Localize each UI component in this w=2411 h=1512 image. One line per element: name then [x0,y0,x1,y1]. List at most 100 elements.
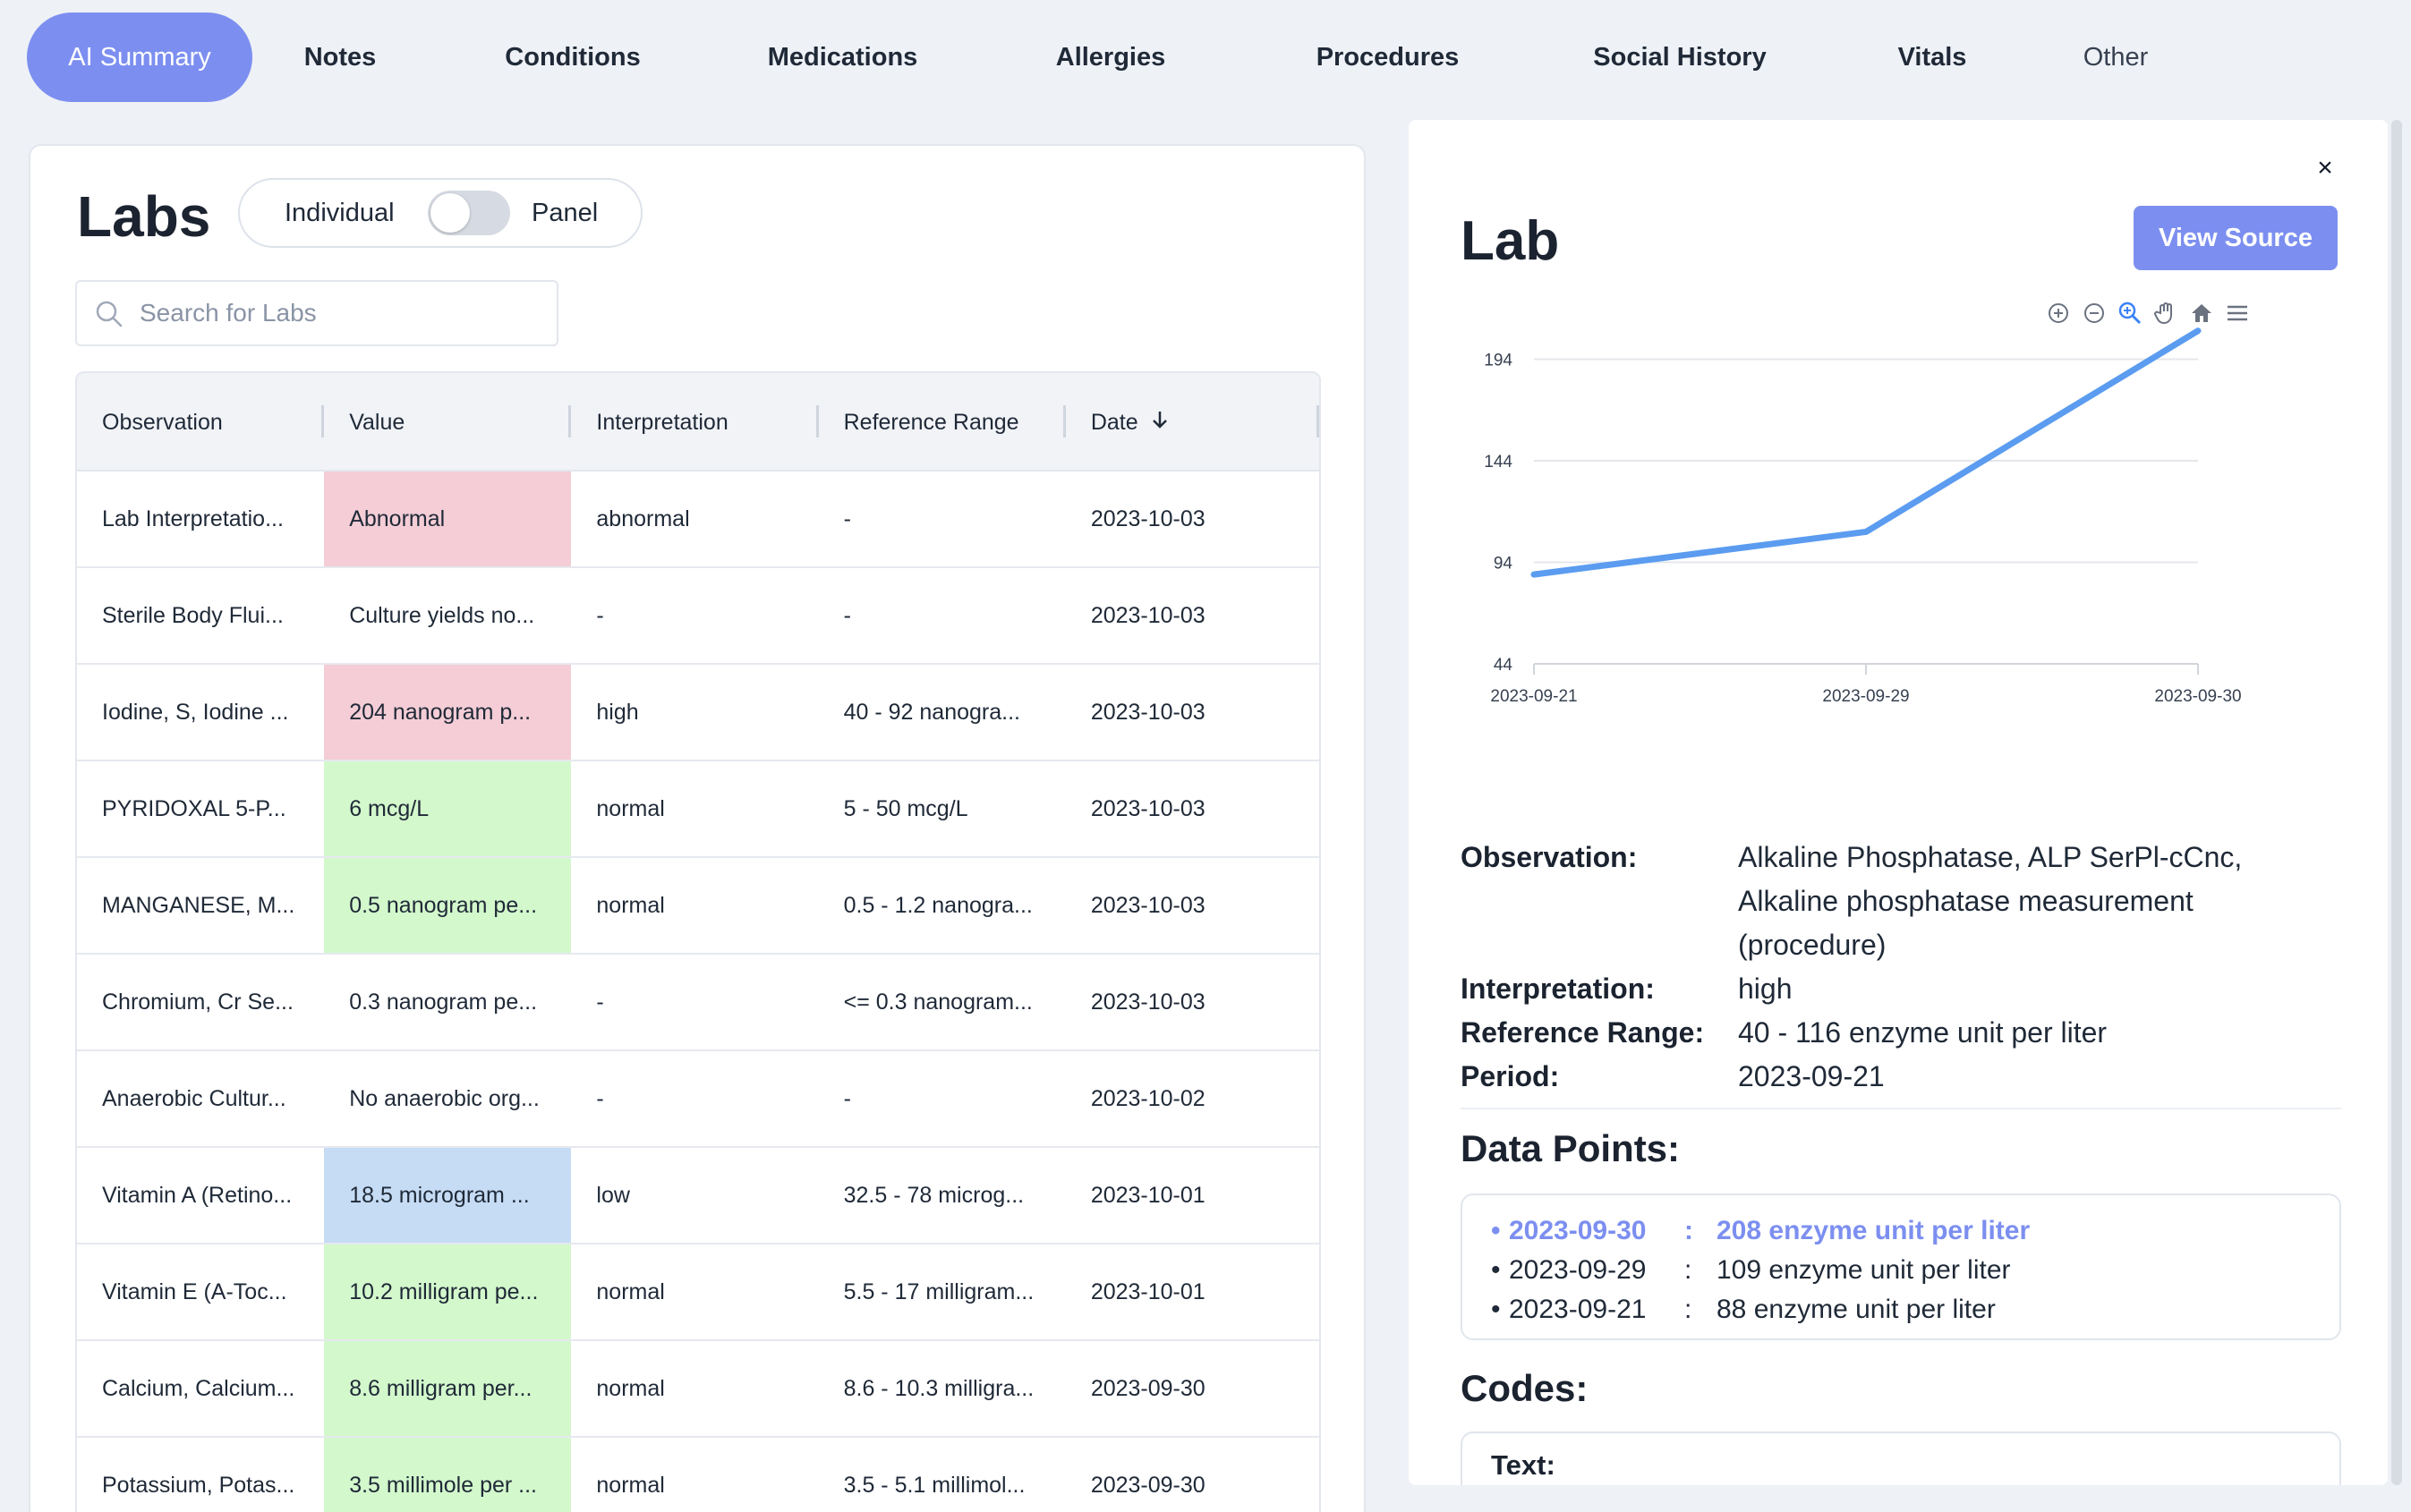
home-reset-icon[interactable] [2187,299,2216,327]
zoom-select-icon[interactable] [2116,299,2144,327]
cell-observation: PYRIDOXAL 5-P... [102,795,286,821]
arrow-down-icon[interactable] [1151,409,1169,437]
menu-icon[interactable] [2223,299,2252,327]
column-resize-handle[interactable] [1316,405,1319,437]
bullet: • [1491,1295,1501,1324]
zoom-in-icon[interactable] [2044,299,2073,327]
chart-toolbar [2044,299,2252,327]
table-row[interactable]: Lab Interpretatio... Abnormal abnormal - 202… [77,471,1319,568]
cell-interpretation: low [596,1182,630,1208]
tab-notes[interactable]: Notes [303,42,377,72]
codes-text-label: Text: [1491,1449,1555,1481]
table-row[interactable]: Calcium, Calcium... 8.6 milligram per... n… [77,1341,1319,1438]
info-value: high [1738,973,1793,1005]
toggle-knob [430,193,470,233]
lab-trend-chart: 44941441942442023-09-212023-09-292023-09… [1484,327,2242,706]
cell-value: 18.5 microgram ... [324,1148,572,1243]
column-header-label: Reference Range [843,409,1019,435]
data-point-separator: : [1684,1295,1692,1324]
cell-reference-range: - [843,602,851,628]
search-box [75,280,558,346]
cell-value: Culture yields no... [349,602,535,628]
info-value: Alkaline Phosphatase, ALP SerPl-cCnc, Al… [1738,841,2243,961]
info-row: Reference Range: 40 - 116 enzyme unit per… [1461,1011,2356,1055]
column-header-reference-range[interactable]: Reference Range [819,373,1066,471]
series-line [1530,327,2202,578]
info-value: 2023-09-21 [1738,1060,1885,1092]
cell-observation: Sterile Body Flui... [102,602,284,628]
search-icon [96,301,123,327]
table-row[interactable]: Anaerobic Cultur... No anaerobic org... - -… [77,1051,1319,1148]
cell-date: 2023-10-03 [1090,602,1206,628]
pan-hand-icon[interactable] [2151,299,2180,327]
close-icon[interactable]: × [2317,153,2333,183]
tab-social-history[interactable]: Social History [1593,42,1767,72]
info-key: Observation: [1461,841,1638,873]
y-tick-label: 144 [1484,453,1512,471]
table-row[interactable]: Chromium, Cr Se... 0.3 nanogram pe... - <= … [77,955,1319,1051]
table-row[interactable]: MANGANESE, M... 0.5 nanogram pe... normal 0… [77,858,1319,955]
top-nav: AI Summary Notes Conditions Medications … [27,13,2205,102]
cell-observation: Vitamin E (A-Toc... [102,1278,287,1304]
data-point-date: 2023-09-29 [1509,1255,1647,1285]
cell-date: 2023-10-01 [1090,1182,1206,1208]
cell-interpretation: normal [596,1278,665,1304]
column-resize-handle[interactable] [321,405,325,437]
cell-interpretation: normal [596,1472,665,1498]
tab-medications[interactable]: Medications [767,42,918,72]
table-row[interactable]: Sterile Body Flui... Culture yields no...… [77,568,1319,665]
cell-reference-range: <= 0.3 nanogram... [843,989,1033,1015]
toggle-switch[interactable] [428,191,510,235]
column-header-observation[interactable]: Observation [77,373,325,471]
cell-observation: Lab Interpretatio... [102,505,284,531]
tab-other[interactable]: Other [2083,42,2149,72]
data-point-item[interactable]: • 2023-09-30:208 enzyme unit per liter [1491,1211,2339,1251]
table-row[interactable]: PYRIDOXAL 5-P... 6 mcg/L normal 5 - 50 mcg/… [77,761,1319,858]
tab-conditions[interactable]: Conditions [505,42,641,72]
cell-reference-range: 40 - 92 nanogra... [843,699,1020,725]
column-header-interpretation[interactable]: Interpretation [571,373,819,471]
column-header-date[interactable]: Date [1066,373,1319,471]
column-resize-handle[interactable] [568,405,572,437]
column-resize-handle[interactable] [815,405,819,437]
tab-ai-summary[interactable]: AI Summary [27,13,252,102]
data-point-value: 88 enzyme unit per liter [1717,1295,1996,1324]
cell-value: Abnormal [324,471,572,566]
x-tick-label: 2023-09-21 [1490,687,1577,706]
data-point-separator: : [1684,1216,1693,1245]
cell-value: 0.5 nanogram pe... [324,858,572,953]
tab-procedures[interactable]: Procedures [1316,42,1460,72]
table-row[interactable]: Iodine, S, Iodine ... 204 nanogram p... hi… [77,665,1319,761]
data-point-item[interactable]: • 2023-09-29:109 enzyme unit per liter [1491,1251,2339,1290]
tab-vitals[interactable]: Vitals [1897,42,1967,72]
view-mode-toggle[interactable]: Individual Panel [238,178,643,248]
data-point-date: 2023-09-30 [1509,1216,1647,1245]
column-resize-handle[interactable] [1062,405,1066,437]
cell-date: 2023-10-03 [1090,892,1206,918]
tab-allergies[interactable]: Allergies [1055,42,1166,72]
cell-reference-range: 0.5 - 1.2 nanogra... [843,892,1033,918]
codes-heading: Codes: [1461,1367,1589,1409]
cell-value: 10.2 milligram pe... [324,1244,572,1339]
data-point-item[interactable]: • 2023-09-21:88 enzyme unit per liter [1491,1290,2339,1329]
toggle-label-individual: Individual [285,198,395,227]
table-header: Observation Value Interpretation Referen… [77,373,1319,471]
cell-date: 2023-09-30 [1090,1472,1206,1498]
cell-reference-range: 32.5 - 78 microg... [843,1182,1025,1208]
search-input[interactable] [140,291,542,336]
info-value: 40 - 116 enzyme unit per liter [1738,1016,2108,1049]
column-header-value[interactable]: Value [324,373,572,471]
cell-interpretation: - [596,989,604,1015]
column-header-label: Interpretation [596,409,728,435]
toggle-label-panel: Panel [532,198,599,227]
cell-interpretation: normal [596,1375,665,1401]
zoom-out-icon[interactable] [2080,299,2109,327]
view-source-button[interactable]: View Source [2134,206,2338,270]
table-row[interactable]: Potassium, Potas... 3.5 millimole per ...… [77,1438,1319,1512]
scrollbar-thumb[interactable] [2391,120,2402,1485]
cell-date: 2023-10-03 [1090,505,1206,531]
table-body: Lab Interpretatio... Abnormal abnormal - 202… [77,471,1319,1512]
table-row[interactable]: Vitamin A (Retino... 18.5 microgram ... lo… [77,1148,1319,1244]
table-row[interactable]: Vitamin E (A-Toc... 10.2 milligram pe... n… [77,1244,1319,1341]
y-tick-label: 44 [1494,656,1513,675]
